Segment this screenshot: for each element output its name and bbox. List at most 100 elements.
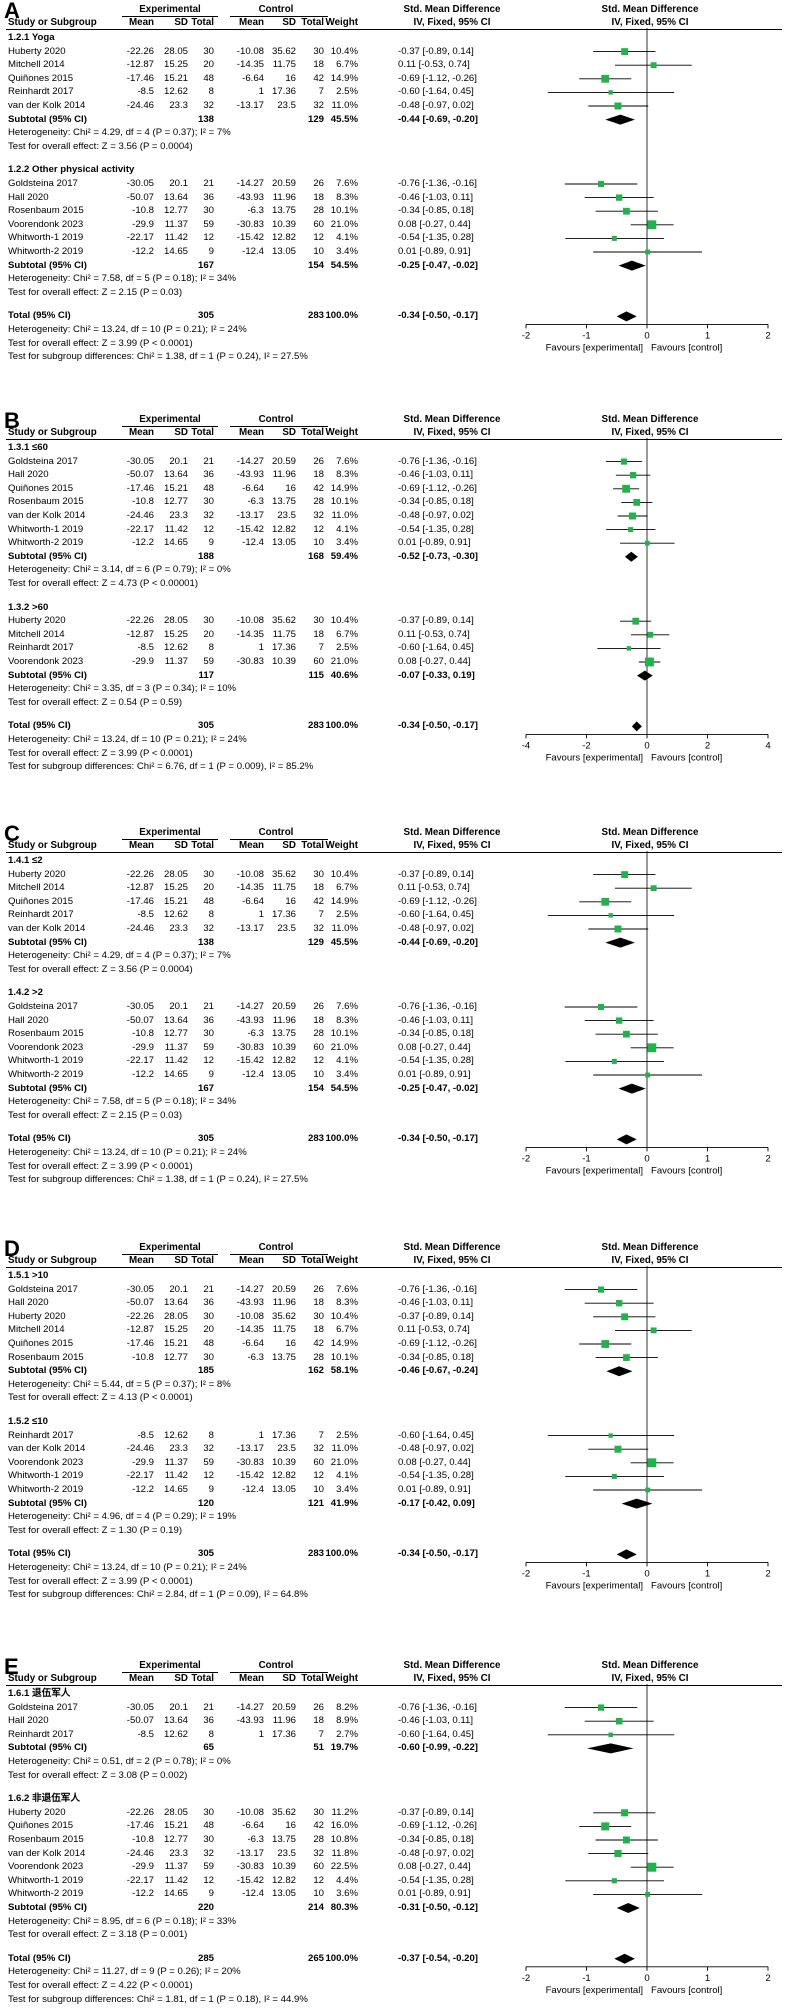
ctrl-mean: -43.93 <box>236 191 264 203</box>
ctrl-mean: -6.3 <box>247 496 264 508</box>
weight: 21.0% <box>330 1041 358 1053</box>
ctrl-mean: -6.3 <box>247 1351 264 1363</box>
exp-mean: -22.26 <box>126 1310 154 1322</box>
exp-total: 9 <box>208 1888 214 1900</box>
ctrl-total: 32 <box>313 510 324 521</box>
subtotal-weight: 54.5% <box>330 1082 358 1094</box>
exp-sd: 20.1 <box>169 1701 188 1713</box>
x-tick-label: -2 <box>522 1153 531 1164</box>
ctrl-total: 18 <box>313 191 324 203</box>
weight: 8.3% <box>336 191 358 203</box>
exp-mean: -22.17 <box>126 1470 154 1482</box>
favours-control-label: Favours [control] <box>651 342 722 353</box>
x-tick-label: 2 <box>705 740 710 751</box>
smd-ci: -0.46 [-1.03, 0.11] <box>398 191 474 203</box>
smd-ci: 0.01 [-0.89, 0.91] <box>398 1484 471 1495</box>
header-smd: Std. Mean Difference <box>403 414 501 425</box>
header-rule <box>122 1672 218 1673</box>
smd-ci: -0.46 [-1.03, 0.11] <box>398 469 474 481</box>
exp-sd: 28.05 <box>163 615 188 627</box>
weight: 8.9% <box>336 1715 358 1727</box>
ctrl-mean: -10.08 <box>236 615 264 627</box>
exp-sd: 12.77 <box>163 1351 188 1363</box>
pooled-diamond <box>587 1743 634 1754</box>
ctrl-sd: 12.82 <box>271 1874 296 1886</box>
exp-sd: 14.65 <box>163 1484 188 1495</box>
study-point <box>621 1809 629 1817</box>
study-name: Whitworth-1 2019 <box>8 1470 84 1482</box>
exp-total: 36 <box>203 1297 214 1309</box>
overall-effect-test: Test for overall effect: Z = 0.54 (P = 0… <box>8 696 183 708</box>
study-name: Mitchell 2014 <box>8 628 65 640</box>
header-rule <box>230 1254 328 1255</box>
heterogeneity: Heterogeneity: Chi² = 8.95, df = 6 (P = … <box>8 1915 237 1927</box>
header-mean: Mean <box>238 17 264 28</box>
x-tick-label: 0 <box>644 740 649 751</box>
study-point <box>597 1286 605 1293</box>
header-sd: SD <box>174 427 188 438</box>
header-ci: IV, Fixed, 95% CI <box>413 17 491 28</box>
exp-sd: 12.62 <box>163 86 188 98</box>
ctrl-mean: 1 <box>258 1728 264 1740</box>
exp-total: 20 <box>203 882 214 894</box>
study-name: Huberty 2020 <box>8 868 66 880</box>
ctrl-sd: 23.5 <box>277 1847 296 1859</box>
study-name: Quiñones 2015 <box>8 1820 74 1832</box>
exp-sd: 20.1 <box>169 1283 188 1295</box>
weight: 3.6% <box>336 1888 358 1900</box>
ctrl-sd: 13.75 <box>271 1028 296 1040</box>
exp-mean: -22.26 <box>126 868 154 880</box>
subgroup-title: 1.6.2 非退伍军人 <box>8 1793 80 1805</box>
ctrl-sd: 11.75 <box>272 628 296 640</box>
ctrl-total: 10 <box>313 246 324 257</box>
ctrl-total: 28 <box>313 496 324 508</box>
panel-letter: A <box>4 0 20 23</box>
ctrl-mean: -10.08 <box>236 1806 264 1818</box>
exp-total: 20 <box>203 1324 214 1336</box>
study-name: Quiñones 2015 <box>8 895 74 907</box>
exp-mean: -24.46 <box>126 1847 154 1859</box>
weight: 3.4% <box>336 1484 358 1495</box>
favours-control-label: Favours [control] <box>651 1985 722 1996</box>
study-name: Whitworth-2 2019 <box>8 537 84 549</box>
exp-sd: 12.62 <box>163 1429 188 1441</box>
study-point <box>647 1458 657 1468</box>
exp-sd: 11.37 <box>164 1456 188 1468</box>
study-point <box>645 1072 650 1078</box>
ctrl-sd: 17.36 <box>271 1728 296 1740</box>
x-tick-label: -2 <box>522 330 531 341</box>
ctrl-total: 18 <box>313 882 324 894</box>
weight: 11.0% <box>331 510 359 521</box>
weight: 10.1% <box>330 1351 358 1363</box>
exp-sd: 13.64 <box>163 191 188 203</box>
header-smd-plot: Std. Mean Difference <box>601 414 699 425</box>
exp-sd: 11.37 <box>164 656 188 667</box>
exp-mean: -24.46 <box>126 923 154 934</box>
total-label: Total (95% CI) <box>8 1133 71 1145</box>
ctrl-total: 18 <box>313 59 324 71</box>
ctrl-total: 42 <box>313 895 324 907</box>
ctrl-mean: -12.4 <box>242 1888 264 1900</box>
ctrl-total: 26 <box>313 1001 324 1012</box>
weight: 16.0% <box>330 1820 358 1832</box>
header-study: Study or Subgroup <box>8 1255 97 1266</box>
study-name: Rosenbaum 2015 <box>8 1834 84 1845</box>
header-total: Total <box>301 1255 324 1266</box>
header-bottom-rule <box>6 852 782 853</box>
header-sd: SD <box>282 17 296 28</box>
smd-ci: -0.76 [-1.36, -0.16] <box>398 1701 477 1713</box>
exp-mean: -12.2 <box>132 1069 154 1080</box>
exp-total: 8 <box>208 909 214 921</box>
header-ci: IV, Fixed, 95% CI <box>413 1255 491 1266</box>
favours-experimental-label: Favours [experimental] <box>546 1580 643 1591</box>
weight: 14.9% <box>330 895 358 907</box>
study-name: Mitchell 2014 <box>8 1324 65 1336</box>
header-total: Total <box>191 1255 214 1266</box>
smd-ci: -0.46 [-1.03, 0.11] <box>398 1297 474 1309</box>
exp-mean: -8.5 <box>137 1728 154 1740</box>
ctrl-total: 18 <box>313 469 324 481</box>
study-point <box>601 1340 610 1348</box>
ctrl-sd: 16 <box>285 482 296 494</box>
footer-note: Test for subgroup differences: Chi² = 1.… <box>8 1174 308 1186</box>
ctrl-mean: -43.93 <box>236 1297 264 1309</box>
